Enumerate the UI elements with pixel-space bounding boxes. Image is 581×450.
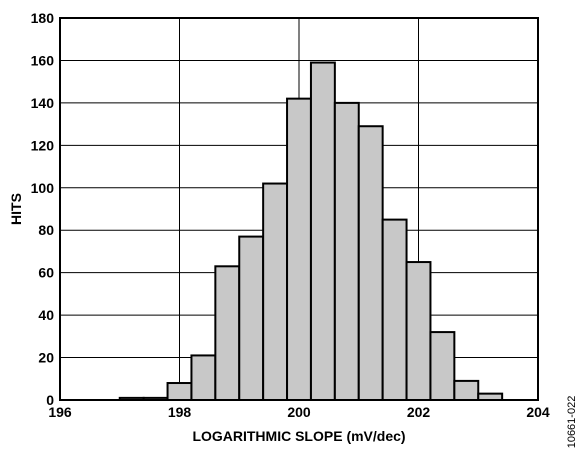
- x-tick-label: 196: [48, 404, 72, 420]
- histogram-bar: [309, 61, 336, 401]
- x-tick-label: 198: [168, 404, 192, 420]
- histogram-bar: [214, 265, 241, 401]
- y-tick-label: 60: [38, 265, 54, 281]
- x-axis-title: LOGARITHMIC SLOPE (mV/dec): [192, 428, 405, 444]
- histogram-bar: [190, 354, 217, 401]
- histogram-bar: [405, 261, 432, 401]
- histogram-bar: [262, 182, 289, 401]
- histogram-bar: [381, 218, 408, 401]
- histogram-bar: [286, 97, 312, 402]
- x-tick-labels: 196 198 200 202 204: [48, 404, 550, 420]
- histogram-bar: [429, 331, 456, 402]
- y-tick-label: 180: [31, 10, 55, 26]
- y-tick-label: 100: [31, 180, 55, 196]
- figure-code: 10661-022: [566, 396, 578, 449]
- y-tick-labels: 0 20 40 60 80 100 120 140 160 180: [31, 10, 55, 408]
- histogram-bar: [333, 101, 360, 401]
- x-tick-label: 200: [287, 404, 311, 420]
- y-tick-label: 80: [38, 222, 54, 238]
- y-tick-label: 20: [38, 350, 54, 366]
- histogram-bar: [453, 379, 480, 401]
- y-tick-label: 40: [38, 307, 54, 323]
- y-tick-label: 0: [46, 392, 54, 408]
- histogram-bar: [238, 235, 265, 401]
- y-axis-title: HITS: [8, 193, 24, 225]
- y-tick-label: 120: [31, 137, 55, 153]
- histogram-bar: [357, 125, 384, 401]
- y-tick-label: 160: [31, 52, 55, 68]
- y-tick-label: 140: [31, 95, 55, 111]
- histogram-bars: [118, 61, 504, 402]
- x-tick-label: 204: [526, 404, 550, 420]
- histogram-bar: [166, 382, 193, 401]
- x-tick-label: 202: [407, 404, 431, 420]
- plot-frame: [59, 17, 539, 401]
